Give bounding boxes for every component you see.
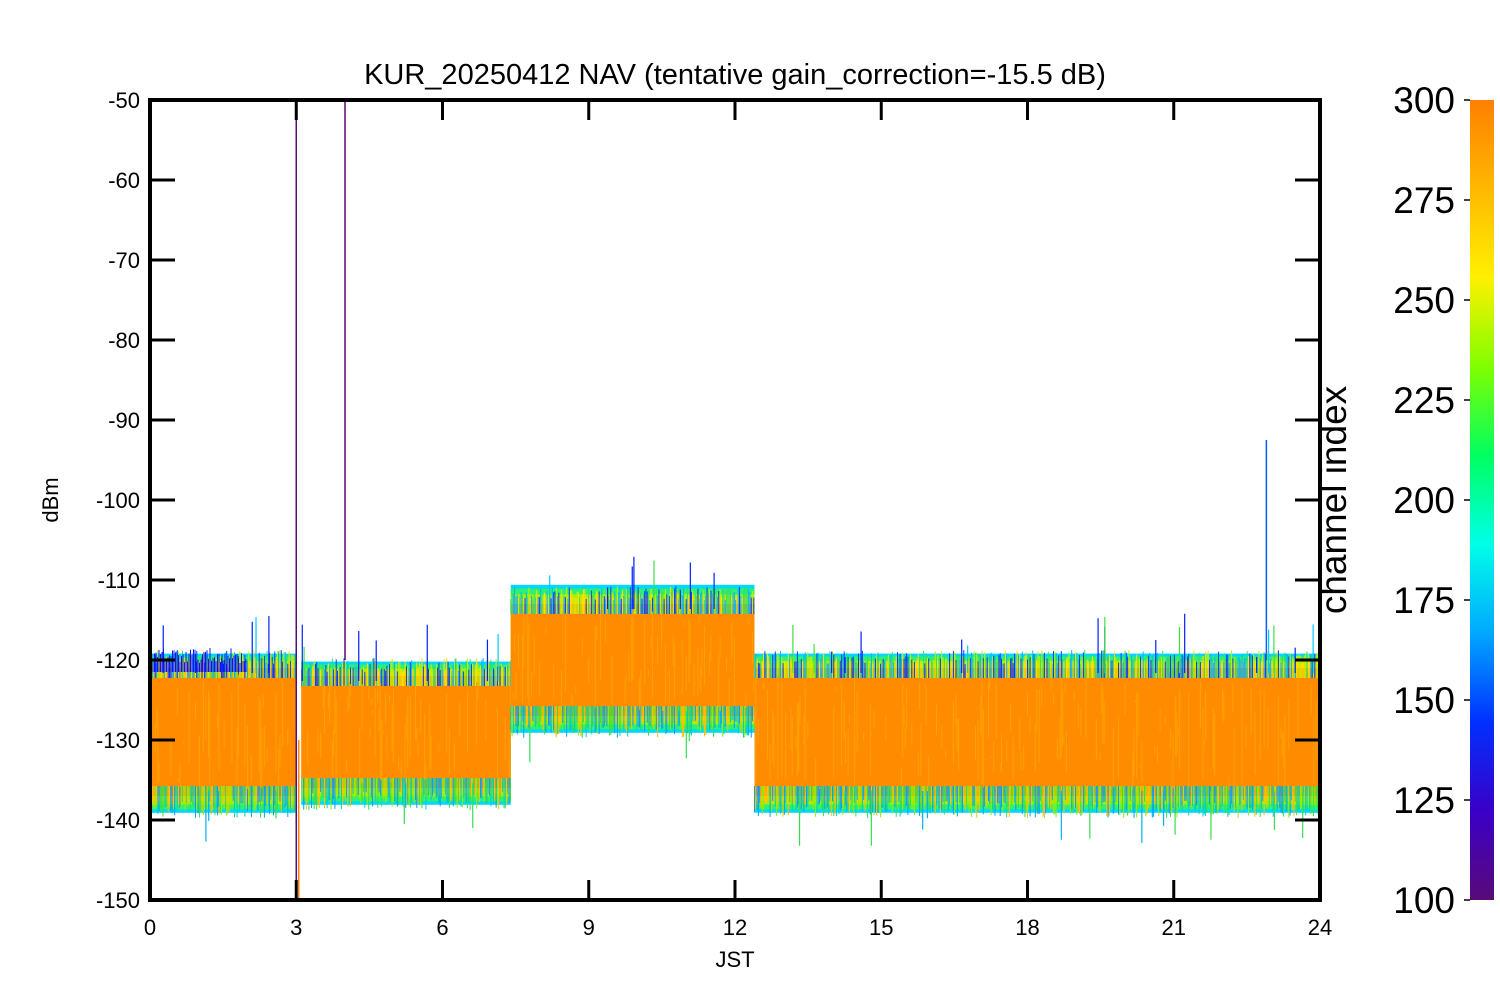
y-tick-label: -130 [96,728,140,753]
x-tick-label: 18 [1015,915,1039,940]
x-tick-label: 15 [869,915,893,940]
colorbar-tick-label: 150 [1393,680,1455,721]
y-tick-label: -120 [96,648,140,673]
colorbar-label: channel index [1313,385,1354,614]
x-tick-label: 24 [1308,915,1332,940]
data-gap [296,100,302,900]
x-tick-label: 9 [583,915,595,940]
x-tick-label: 3 [290,915,302,940]
y-axis: -50 -60 -70 -80 -90 -100 -110 -120 -130 -140 -150 [96,88,1320,913]
colorbar-tick-label: 275 [1393,180,1455,221]
x-tick-label: 12 [723,915,747,940]
spike-lines [295,100,1268,900]
y-tick-label: -70 [108,248,140,273]
noise-segment [510,556,755,763]
y-tick-label: -60 [108,168,140,193]
plot-area [150,100,1320,900]
colorbar-tick-label: 125 [1393,780,1455,821]
y-axis-label: dBm [38,477,63,522]
colorbar-tick-label: 225 [1393,380,1455,421]
noise-segment [300,624,511,828]
colorbar-gradient [1470,100,1494,900]
x-axis: 0 3 6 9 12 15 18 21 24 [144,100,1332,940]
x-tick-label: 21 [1162,915,1186,940]
colorbar-tick-label: 300 [1393,80,1455,121]
x-tick-label: 0 [144,915,156,940]
y-tick-label: -100 [96,488,140,513]
y-tick-label: -90 [108,408,140,433]
noise-bands [150,100,1320,900]
colorbar: 300 275 250 225 200 175 150 125 100 channel inde… [1313,80,1494,921]
colorbar-tick-label: 250 [1393,280,1455,321]
colorbar-tick-label: 100 [1393,880,1455,921]
colorbar-tick-label: 175 [1393,580,1455,621]
x-tick-label: 6 [436,915,448,940]
y-tick-label: -80 [108,328,140,353]
noise-segment [150,616,297,842]
noise-segment [754,613,1320,846]
y-tick-label: -50 [108,88,140,113]
y-tick-label: -110 [98,568,140,593]
x-axis-label: JST [715,947,754,972]
y-tick-label: -140 [96,808,140,833]
colorbar-ticks: 300 275 250 225 200 175 150 125 100 [1393,80,1470,921]
chart-title: KUR_20250412 NAV (tentative gain_correct… [364,59,1106,91]
colorbar-tick-label: 200 [1393,480,1455,521]
y-tick-label: -150 [96,888,140,913]
